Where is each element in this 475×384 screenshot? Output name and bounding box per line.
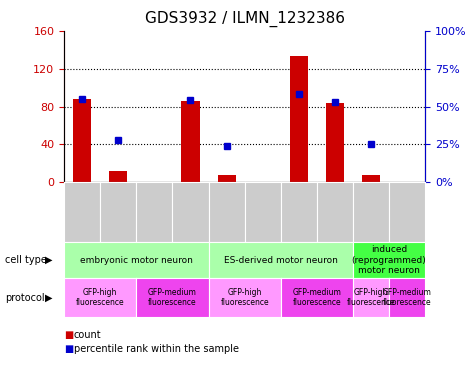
Bar — [109, 171, 127, 182]
Text: GFP-medium
fluorescence: GFP-medium fluorescence — [293, 288, 341, 307]
Text: GFP-medium
fluorescence: GFP-medium fluorescence — [148, 288, 197, 307]
Text: ■: ■ — [64, 344, 73, 354]
Bar — [181, 101, 200, 182]
Bar — [73, 99, 91, 182]
Text: GFP-high
fluorescence: GFP-high fluorescence — [347, 288, 395, 307]
Title: GDS3932 / ILMN_1232386: GDS3932 / ILMN_1232386 — [144, 10, 345, 26]
Text: GFP-high
fluorescence: GFP-high fluorescence — [220, 288, 269, 307]
Bar — [362, 175, 380, 182]
Bar — [290, 56, 308, 182]
Text: ▶: ▶ — [45, 293, 53, 303]
Text: ES-derived motor neuron: ES-derived motor neuron — [224, 256, 338, 265]
Text: cell type: cell type — [5, 255, 47, 265]
Text: embryonic motor neuron: embryonic motor neuron — [80, 256, 193, 265]
Text: induced
(reprogrammed)
motor neuron: induced (reprogrammed) motor neuron — [352, 245, 427, 275]
Text: GFP-high
fluorescence: GFP-high fluorescence — [76, 288, 124, 307]
Text: protocol: protocol — [5, 293, 44, 303]
Text: percentile rank within the sample: percentile rank within the sample — [74, 344, 238, 354]
Bar — [326, 103, 344, 182]
Text: count: count — [74, 330, 101, 340]
Text: GFP-medium
fluorescence: GFP-medium fluorescence — [383, 288, 431, 307]
Text: ▶: ▶ — [45, 255, 53, 265]
Bar — [218, 175, 236, 182]
Text: ■: ■ — [64, 330, 73, 340]
